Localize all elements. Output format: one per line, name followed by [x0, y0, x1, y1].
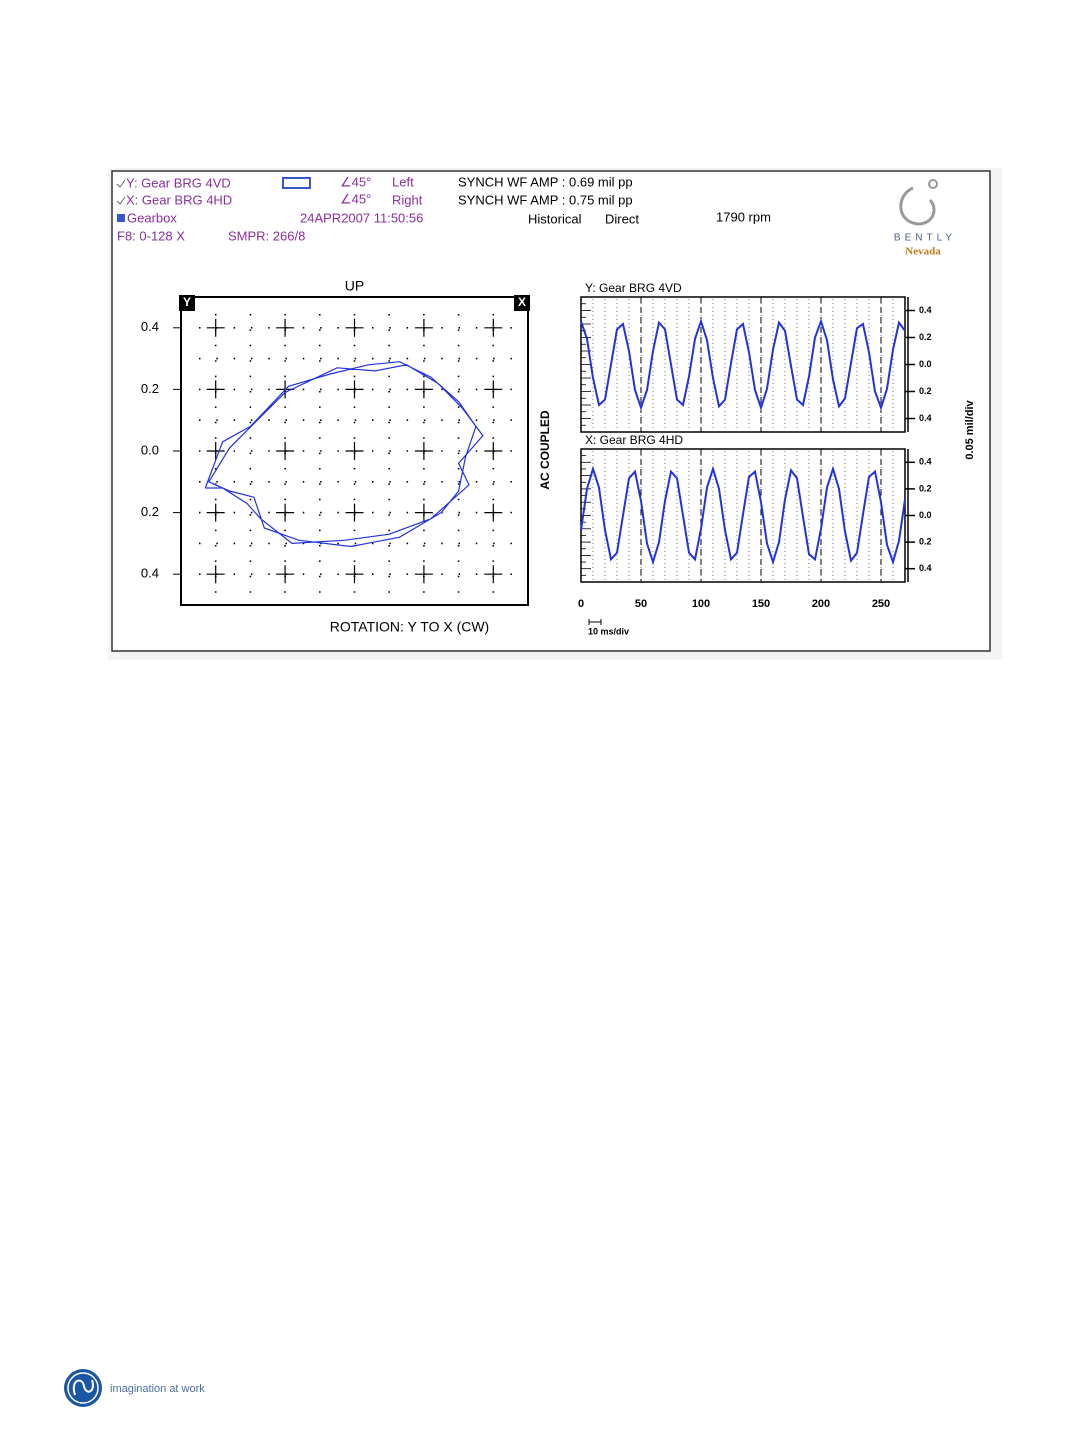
speed: 1790 rpm: [716, 209, 771, 224]
sampling: SMPR: 266/8: [228, 228, 305, 243]
side-x: Right: [392, 192, 423, 207]
chart-title: X: Gear BRG 4HD: [585, 433, 683, 447]
orbit-icon: [282, 177, 311, 189]
side-y: Left: [392, 174, 414, 189]
amp-y: SYNCH WF AMP : 0.69 mil pp: [458, 174, 633, 189]
x-tick-label: 100: [692, 598, 710, 610]
y-tick-label: 0.4: [141, 319, 159, 334]
y-tick-label: 0.4: [919, 413, 932, 423]
orbit-title: UP: [345, 278, 364, 294]
x-tick-label: 200: [812, 598, 830, 610]
grid-cross: [276, 503, 295, 522]
amp-x: SYNCH WF AMP : 0.75 mil pp: [458, 192, 633, 207]
x-tick-label: 250: [872, 598, 890, 610]
ge-logo-mark: [72, 1379, 94, 1396]
corner-label: X: [518, 295, 526, 309]
timestamp: 24APR2007 11:50:56: [300, 210, 423, 225]
grid-cross: [484, 503, 503, 522]
y-tick-label: 0.0: [919, 359, 932, 369]
grid-cross: [345, 380, 364, 399]
y-tick-label: 0.2: [141, 381, 159, 396]
orbit-x-label: ROTATION: Y TO X (CW): [330, 619, 489, 635]
logo-brand: BENTLY: [894, 233, 956, 244]
plot-frame: [580, 296, 906, 433]
y-tick-label: 0.0: [919, 510, 932, 520]
grid-cross: [206, 565, 225, 584]
y-tick-label: 0.4: [919, 457, 932, 467]
ge-logo: [64, 1369, 102, 1407]
grid-cross: [206, 503, 225, 522]
grid-cross: [345, 565, 364, 584]
grid-cross: [414, 442, 433, 460]
time-scale-label: 10 ms/div: [588, 626, 629, 636]
grid-cross: [276, 318, 295, 337]
machine: Gearbox: [127, 210, 177, 225]
grid-cross: [414, 318, 433, 337]
grid-cross: [414, 380, 433, 399]
x-tick-label: 150: [752, 598, 770, 610]
y-tick-label: 0.4: [919, 305, 932, 315]
corner-label: Y: [183, 295, 191, 309]
check-icon: [116, 179, 126, 188]
grid-cross: [345, 318, 364, 337]
grid-cross: [414, 565, 433, 584]
machine-icon: [117, 214, 125, 222]
chart-title: Y: Gear BRG 4VD: [585, 281, 682, 295]
probe-y: Y: Gear BRG 4VD: [126, 175, 231, 190]
corner-box: [514, 295, 530, 311]
waveform: [580, 465, 906, 566]
grid-cross: [206, 442, 225, 460]
logo-dot: [928, 179, 938, 189]
orbit-trace: [204, 361, 484, 548]
amp-scale-label: 0.05 mil/div: [964, 399, 976, 459]
grid-cross: [484, 318, 503, 337]
ge-logo-ring: [67, 1372, 99, 1404]
grid-cross: [206, 318, 225, 337]
probe-x: X: Gear BRG 4HD: [126, 192, 232, 207]
grid-cross: [345, 503, 364, 522]
filter: Direct: [605, 211, 639, 226]
logo-swirl: [899, 186, 936, 226]
logo-sub: Nevada: [905, 246, 941, 258]
grid-cross: [484, 565, 503, 584]
x-tick-label: 0: [578, 598, 584, 610]
check-icon: [116, 196, 126, 205]
angle-x: ∠45°: [340, 191, 371, 206]
y-tick-label: 0.2: [919, 483, 932, 493]
footer-tagline: imagination at work: [110, 1383, 205, 1395]
corner-box: [179, 295, 195, 311]
range: F8: 0-128 X: [117, 228, 185, 243]
grid-cross: [484, 380, 503, 399]
coupling-label: AC COUPLED: [538, 410, 552, 490]
grid-cross: [414, 503, 433, 522]
grid-cross: [484, 442, 503, 460]
grid-cross: [345, 442, 364, 460]
grid-cross: [276, 565, 295, 584]
y-tick-label: 0.2: [919, 536, 932, 546]
time-scale-bar: [588, 619, 602, 625]
y-tick-label: 0.4: [919, 563, 932, 573]
y-tick-label: 0.2: [919, 332, 932, 342]
x-tick-label: 50: [635, 598, 647, 610]
grid-cross: [206, 380, 225, 399]
mode: Historical: [528, 211, 582, 226]
angle-y: ∠45°: [340, 174, 371, 189]
y-tick-label: 0.2: [141, 504, 159, 519]
waveform: [580, 318, 906, 411]
y-tick-label: 0.0: [141, 442, 159, 457]
y-tick-label: 0.4: [141, 566, 159, 581]
grid-cross: [276, 442, 295, 460]
y-tick-label: 0.2: [919, 386, 932, 396]
